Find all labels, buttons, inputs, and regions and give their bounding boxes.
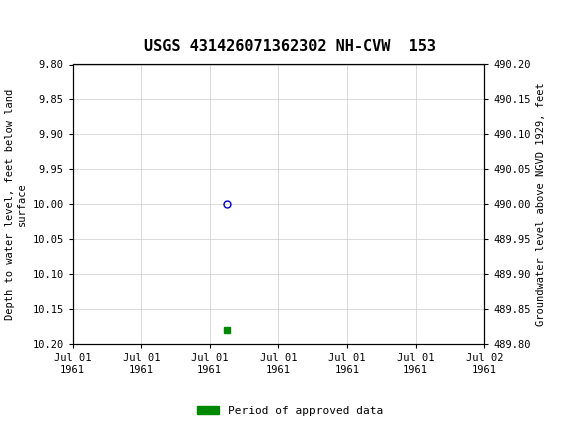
Y-axis label: Groundwater level above NGVD 1929, feet: Groundwater level above NGVD 1929, feet — [536, 83, 546, 326]
Text: USGS 431426071362302 NH-CVW  153: USGS 431426071362302 NH-CVW 153 — [144, 39, 436, 54]
Legend: Period of approved data: Period of approved data — [193, 401, 387, 420]
Y-axis label: Depth to water level, feet below land
surface: Depth to water level, feet below land su… — [5, 89, 27, 320]
Text: ≡USGS: ≡USGS — [3, 12, 57, 29]
